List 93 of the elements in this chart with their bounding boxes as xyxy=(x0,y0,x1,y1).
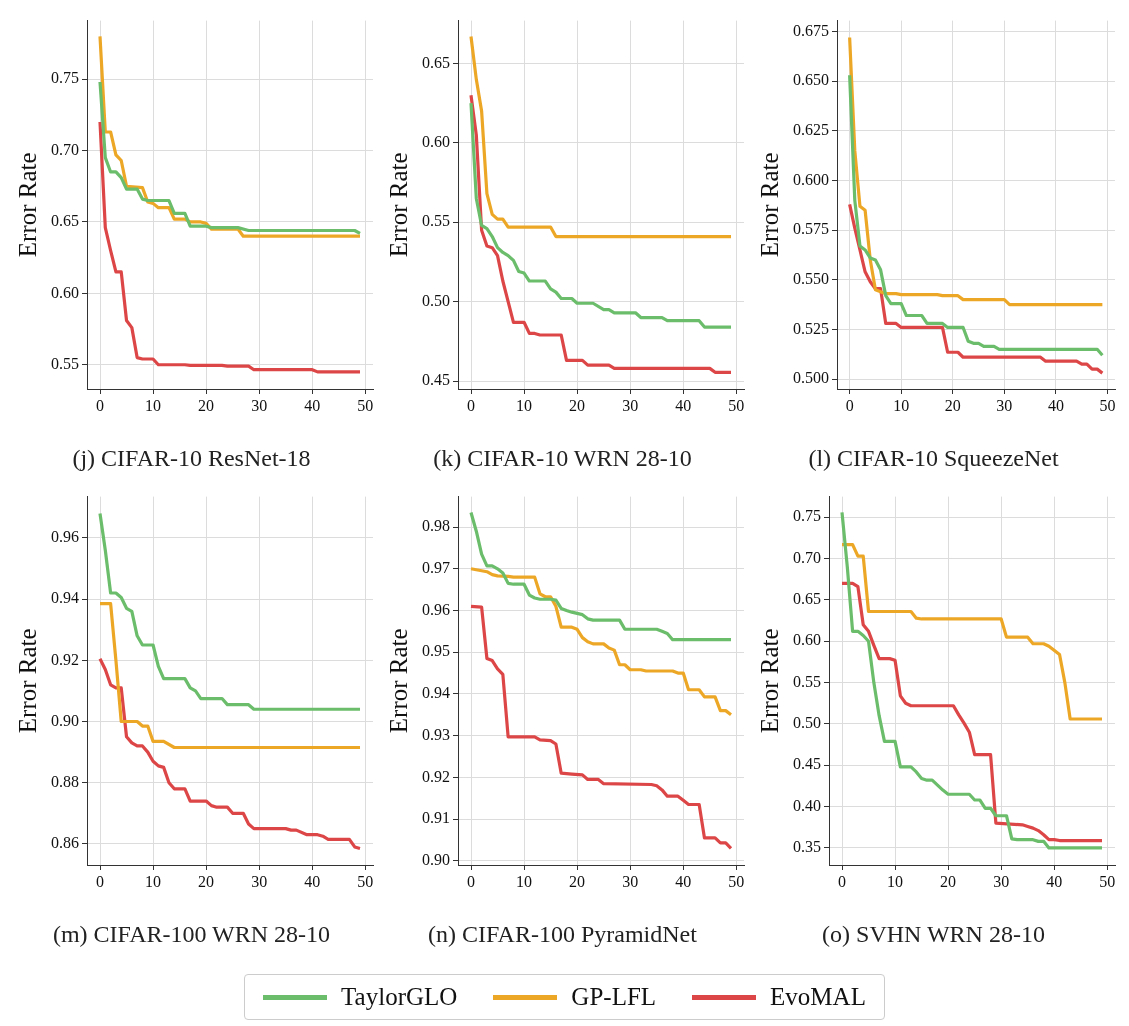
y-tick-label: 0.55 xyxy=(422,212,450,230)
y-tick-label: 0.60 xyxy=(51,283,79,301)
y-tick-label: 0.75 xyxy=(793,507,821,525)
y-tick-label: 0.50 xyxy=(422,291,450,309)
y-tick-label: 0.600 xyxy=(793,170,829,188)
x-tick-label: 30 xyxy=(993,872,1010,890)
y-tick-label: 0.60 xyxy=(422,133,450,151)
x-tick-label: 10 xyxy=(145,872,162,890)
y-tick-label: 0.75 xyxy=(51,69,79,87)
y-axis-title: Error Rate xyxy=(755,628,783,734)
x-tick-label: 30 xyxy=(622,396,639,414)
x-tick-label: 20 xyxy=(198,872,215,890)
y-tick-label: 0.94 xyxy=(51,589,79,607)
legend-label: TaylorGLO xyxy=(341,983,458,1011)
x-tick-label: 50 xyxy=(357,396,374,414)
y-tick-label: 0.70 xyxy=(793,548,821,566)
x-tick-label: 20 xyxy=(944,396,961,414)
y-tick-label: 0.92 xyxy=(51,650,79,668)
x-tick-label: 30 xyxy=(251,872,268,890)
x-tick-label: 50 xyxy=(728,396,745,414)
x-tick-label: 10 xyxy=(516,872,533,890)
y-tick-label: 0.70 xyxy=(51,140,79,158)
x-tick-label: 50 xyxy=(357,872,374,890)
y-axis-title: Error Rate xyxy=(755,152,783,258)
y-tick-label: 0.500 xyxy=(793,369,829,387)
y-tick-label: 0.35 xyxy=(793,838,821,856)
y-tick-label: 0.65 xyxy=(793,590,821,608)
text: (k) CIFAR-10 WRN 28-10 xyxy=(433,444,692,471)
x-tick-label: 20 xyxy=(569,872,586,890)
y-tick-label: 0.575 xyxy=(793,220,829,238)
legend-label: EvoMAL xyxy=(770,983,866,1011)
y-tick-label: 0.45 xyxy=(793,755,821,773)
x-tick-label: 50 xyxy=(728,872,745,890)
y-tick-label: 0.97 xyxy=(422,558,450,576)
y-axis-title: Error Rate xyxy=(384,628,412,734)
y-tick-label: 0.50 xyxy=(793,714,821,732)
y-tick-label: 0.96 xyxy=(51,528,79,546)
x-tick-label: 30 xyxy=(251,396,268,414)
x-tick-label: 20 xyxy=(940,872,957,890)
x-tick-label: 0 xyxy=(845,396,854,414)
x-tick-label: 0 xyxy=(467,396,475,414)
x-tick-label: 0 xyxy=(96,396,104,414)
x-tick-label: 30 xyxy=(622,872,639,890)
x-tick-label: 40 xyxy=(1047,396,1064,414)
y-tick-label: 0.96 xyxy=(422,600,450,618)
y-axis-title: Error Rate xyxy=(384,152,412,258)
legend-label: GP-LFL xyxy=(571,983,657,1011)
x-tick-label: 50 xyxy=(1099,396,1116,414)
y-tick-label: 0.45 xyxy=(422,371,450,389)
x-tick-label: 10 xyxy=(887,872,904,890)
y-tick-label: 0.88 xyxy=(51,772,79,790)
y-tick-label: 0.525 xyxy=(793,319,829,337)
y-tick-label: 0.55 xyxy=(793,672,821,690)
y-tick-label: 0.86 xyxy=(51,834,79,852)
x-tick-label: 0 xyxy=(96,872,104,890)
x-tick-label: 20 xyxy=(569,396,586,414)
x-tick-label: 0 xyxy=(838,872,846,890)
y-tick-label: 0.94 xyxy=(422,684,450,702)
y-axis-title: Error Rate xyxy=(13,152,41,258)
y-tick-label: 0.625 xyxy=(793,121,829,139)
x-tick-label: 40 xyxy=(304,396,321,414)
text: (m) CIFAR-100 WRN 28-10 xyxy=(52,920,331,947)
text: (n) CIFAR-100 PyramidNet xyxy=(428,920,698,947)
y-tick-label: 0.90 xyxy=(51,711,79,729)
x-tick-label: 30 xyxy=(996,396,1013,414)
x-tick-label: 0 xyxy=(467,872,475,890)
x-tick-label: 20 xyxy=(198,396,215,414)
x-tick-label: 10 xyxy=(145,396,162,414)
y-tick-label: 0.92 xyxy=(422,767,450,785)
text: (l) CIFAR-10 SqueezeNet xyxy=(808,444,1059,471)
y-tick-label: 0.650 xyxy=(793,71,829,89)
y-tick-label: 0.55 xyxy=(51,354,79,372)
x-tick-label: 10 xyxy=(893,396,910,414)
y-tick-label: 0.60 xyxy=(793,631,821,649)
y-tick-label: 0.65 xyxy=(51,212,79,230)
y-tick-label: 0.93 xyxy=(422,725,450,743)
x-tick-label: 40 xyxy=(1046,872,1063,890)
y-tick-label: 0.90 xyxy=(422,851,450,869)
x-tick-label: 40 xyxy=(675,872,692,890)
y-axis-title: Error Rate xyxy=(13,628,41,734)
x-tick-label: 40 xyxy=(675,396,692,414)
x-tick-label: 10 xyxy=(516,396,533,414)
x-tick-label: 40 xyxy=(304,872,321,890)
x-tick-label: 50 xyxy=(1099,872,1116,890)
y-tick-label: 0.95 xyxy=(422,642,450,660)
text: (j) CIFAR-10 ResNet-18 xyxy=(72,444,311,471)
y-tick-label: 0.550 xyxy=(793,269,829,287)
y-tick-label: 0.98 xyxy=(422,517,450,535)
y-tick-label: 0.91 xyxy=(422,809,450,827)
y-tick-label: 0.65 xyxy=(422,53,450,71)
y-tick-label: 0.40 xyxy=(793,796,821,814)
text: (o) SVHN WRN 28-10 xyxy=(822,920,1045,947)
y-tick-label: 0.675 xyxy=(793,21,829,39)
